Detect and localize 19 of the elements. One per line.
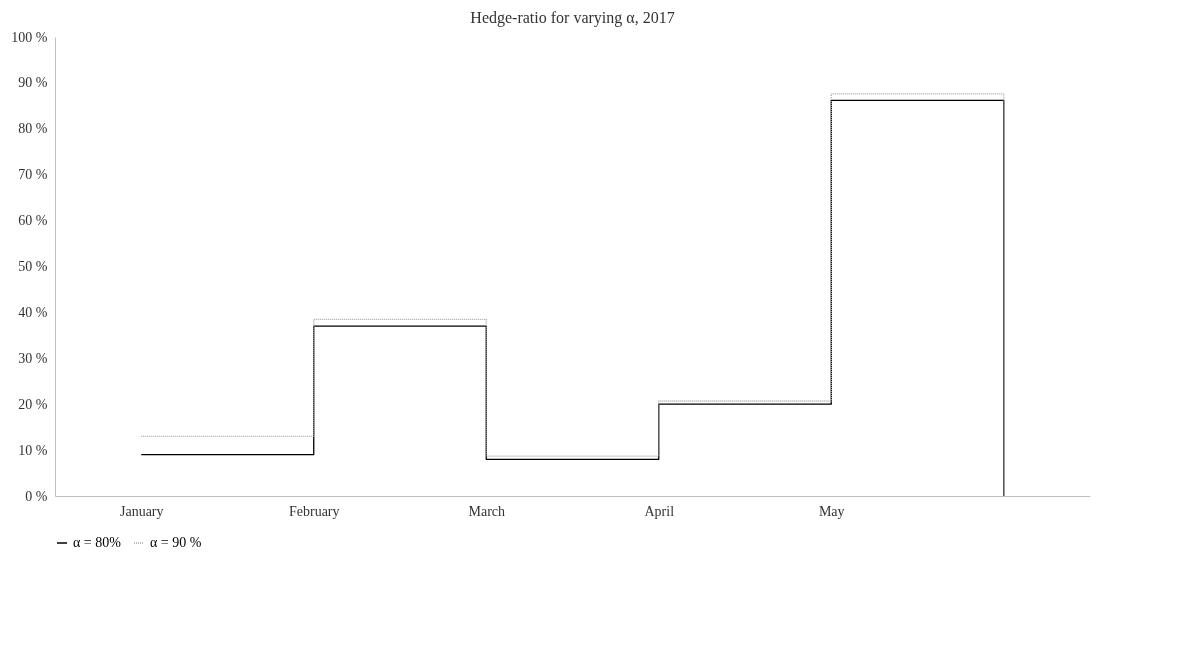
x-tick-label: January <box>119 503 164 519</box>
legend-label: α = 90 % <box>150 535 202 550</box>
x-tick-label: February <box>288 503 340 519</box>
y-tick-label: 10 % <box>18 442 48 458</box>
x-tick-label: April <box>644 503 675 519</box>
y-tick-label: 80 % <box>18 121 48 137</box>
legend-label: α = 80% <box>73 535 122 550</box>
y-tick-label: 90 % <box>18 75 48 91</box>
y-tick-label: 30 % <box>18 350 48 366</box>
x-tick-label: May <box>818 503 845 519</box>
y-tick-label: 40 % <box>18 304 48 320</box>
y-tick-label: 50 % <box>18 259 48 274</box>
y-tick-label: 20 % <box>18 396 48 412</box>
x-tick-label: March <box>468 503 506 519</box>
y-tick-label: 0 % <box>25 488 48 504</box>
y-tick-label: 70 % <box>18 167 48 183</box>
y-tick-label: 100 % <box>11 29 48 45</box>
y-tick-label: 60 % <box>18 213 48 229</box>
chart-title: Hedge-ratio for varying α, 2017 <box>470 9 675 27</box>
